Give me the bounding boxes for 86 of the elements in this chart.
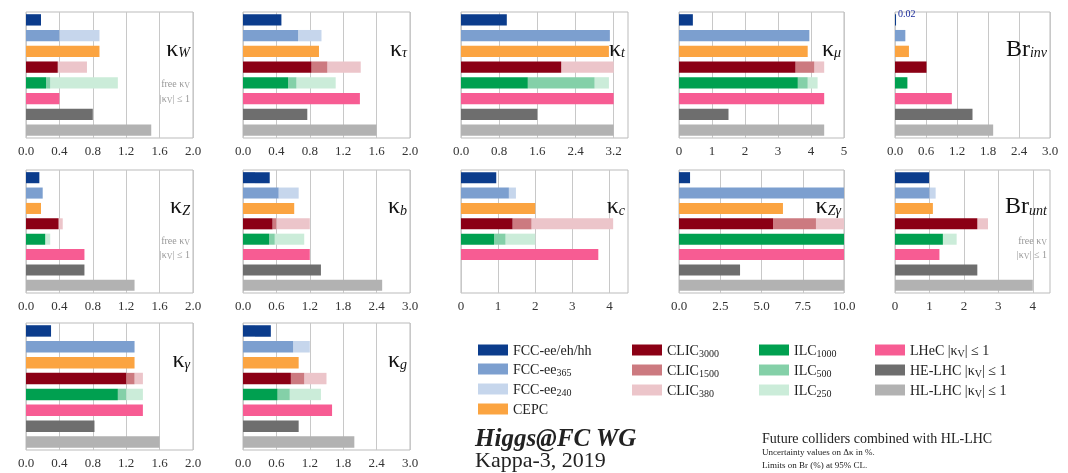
x-tick-label: 10.0 — [832, 298, 856, 313]
x-tick-label: 1.8 — [335, 455, 352, 470]
x-tick-label: 1 — [926, 298, 933, 313]
text: κt — [609, 34, 627, 61]
x-tick-label: 1.6 — [529, 143, 546, 158]
x-tick-label: 7.5 — [794, 298, 811, 313]
x-tick-label: 1.8 — [335, 298, 352, 313]
x-tick-label: 1.6 — [151, 143, 169, 158]
x-tick-label: 0.0 — [886, 143, 904, 158]
x-tick-label: 0.4 — [51, 298, 69, 313]
data-label: 0.02 — [898, 8, 916, 20]
x-tick-label: 0.4 — [268, 143, 286, 158]
x-tick-label: 1.2 — [118, 298, 135, 313]
x-tick-label: 0.6 — [268, 455, 286, 470]
x-tick-label: 0.0 — [234, 143, 252, 158]
x-tick-label: 0.0 — [234, 455, 252, 470]
x-tick-label: 3.0 — [401, 455, 419, 470]
x-tick-label: 3 — [774, 143, 782, 158]
x-tick-label: 2.4 — [1010, 143, 1028, 158]
text: κg — [387, 346, 407, 373]
x-tick-label: 2.0 — [401, 143, 419, 158]
x-tick-label: 2.4 — [368, 455, 386, 470]
x-tick-label: 0.8 — [301, 143, 318, 158]
text: Future colliders combined with HL-LHC — [762, 430, 993, 446]
text: κZγ — [815, 192, 842, 219]
x-tick-label: 0.0 — [17, 298, 35, 313]
x-tick-label: 3 — [995, 298, 1002, 313]
x-tick-label: 5 — [840, 143, 848, 158]
x-tick-label: 1.2 — [118, 455, 135, 470]
x-tick-label: 0.4 — [51, 455, 69, 470]
x-tick-label: 0.6 — [268, 298, 286, 313]
x-tick-label: 0.0 — [17, 143, 35, 158]
x-tick-label: 0.0 — [234, 298, 252, 313]
text: κc — [606, 192, 626, 219]
x-tick-label: 0.8 — [491, 143, 508, 158]
x-tick-label: 2 — [741, 143, 749, 158]
x-tick-label: 2.0 — [184, 298, 202, 313]
x-tick-label: 1.2 — [118, 143, 135, 158]
legend-label: CEPC — [513, 401, 549, 417]
x-tick-label: 5.0 — [753, 298, 770, 313]
x-tick-label: 2.0 — [184, 455, 202, 470]
x-tick-label: 1.6 — [151, 455, 169, 470]
text: Limits on Br (%) at 95% CL. — [762, 459, 868, 470]
x-tick-label: 1 — [708, 143, 716, 158]
legend-label: FCC-ee/eh/hh — [513, 342, 592, 358]
text: Uncertainty values on Δκ in %. — [762, 446, 875, 457]
x-tick-label: 0.0 — [452, 143, 470, 158]
x-tick-label: 2.5 — [712, 298, 729, 313]
x-tick-label: 2 — [531, 298, 539, 313]
x-tick-label: 3.0 — [401, 298, 419, 313]
text: κγ — [172, 346, 191, 373]
x-tick-label: 1.2 — [335, 143, 352, 158]
text: κτ — [389, 34, 408, 61]
x-tick-label: 2 — [960, 298, 968, 313]
x-tick-label: 1.2 — [301, 455, 318, 470]
text: κW — [166, 34, 192, 61]
x-tick-label: 1.2 — [301, 298, 318, 313]
x-tick-label: 4 — [606, 298, 614, 313]
x-tick-label: 2.0 — [184, 143, 202, 158]
text: κμ — [821, 34, 841, 61]
x-tick-label: 4 — [807, 143, 815, 158]
x-tick-label: 0.0 — [670, 298, 688, 313]
x-tick-label: 0.8 — [84, 298, 101, 313]
x-tick-label: 1.2 — [948, 143, 966, 158]
x-tick-label: 0.0 — [17, 455, 35, 470]
x-tick-label: 1.8 — [979, 143, 997, 158]
x-tick-label: 0.8 — [84, 143, 101, 158]
x-tick-label: 0 — [675, 143, 683, 158]
text: κb — [387, 192, 407, 219]
x-tick-label: 0.4 — [51, 143, 69, 158]
text: Brunt — [1005, 192, 1049, 219]
text: κZ — [170, 192, 191, 219]
x-tick-label: 0.8 — [84, 455, 101, 470]
x-tick-label: 3.2 — [605, 143, 622, 158]
x-tick-label: 0 — [457, 298, 465, 313]
x-tick-label: 2.4 — [567, 143, 585, 158]
x-tick-label: 1 — [494, 298, 502, 313]
x-tick-label: 0 — [891, 298, 899, 313]
x-tick-label: 3 — [569, 298, 576, 313]
x-tick-label: 4 — [1029, 298, 1037, 313]
x-tick-label: 2.4 — [368, 298, 386, 313]
x-tick-label: 1.6 — [368, 143, 386, 158]
x-tick-label: 1.6 — [151, 298, 169, 313]
x-tick-label: 0.6 — [917, 143, 935, 158]
x-tick-label: 3.0 — [1041, 143, 1059, 158]
text: Brinv — [1005, 34, 1048, 61]
